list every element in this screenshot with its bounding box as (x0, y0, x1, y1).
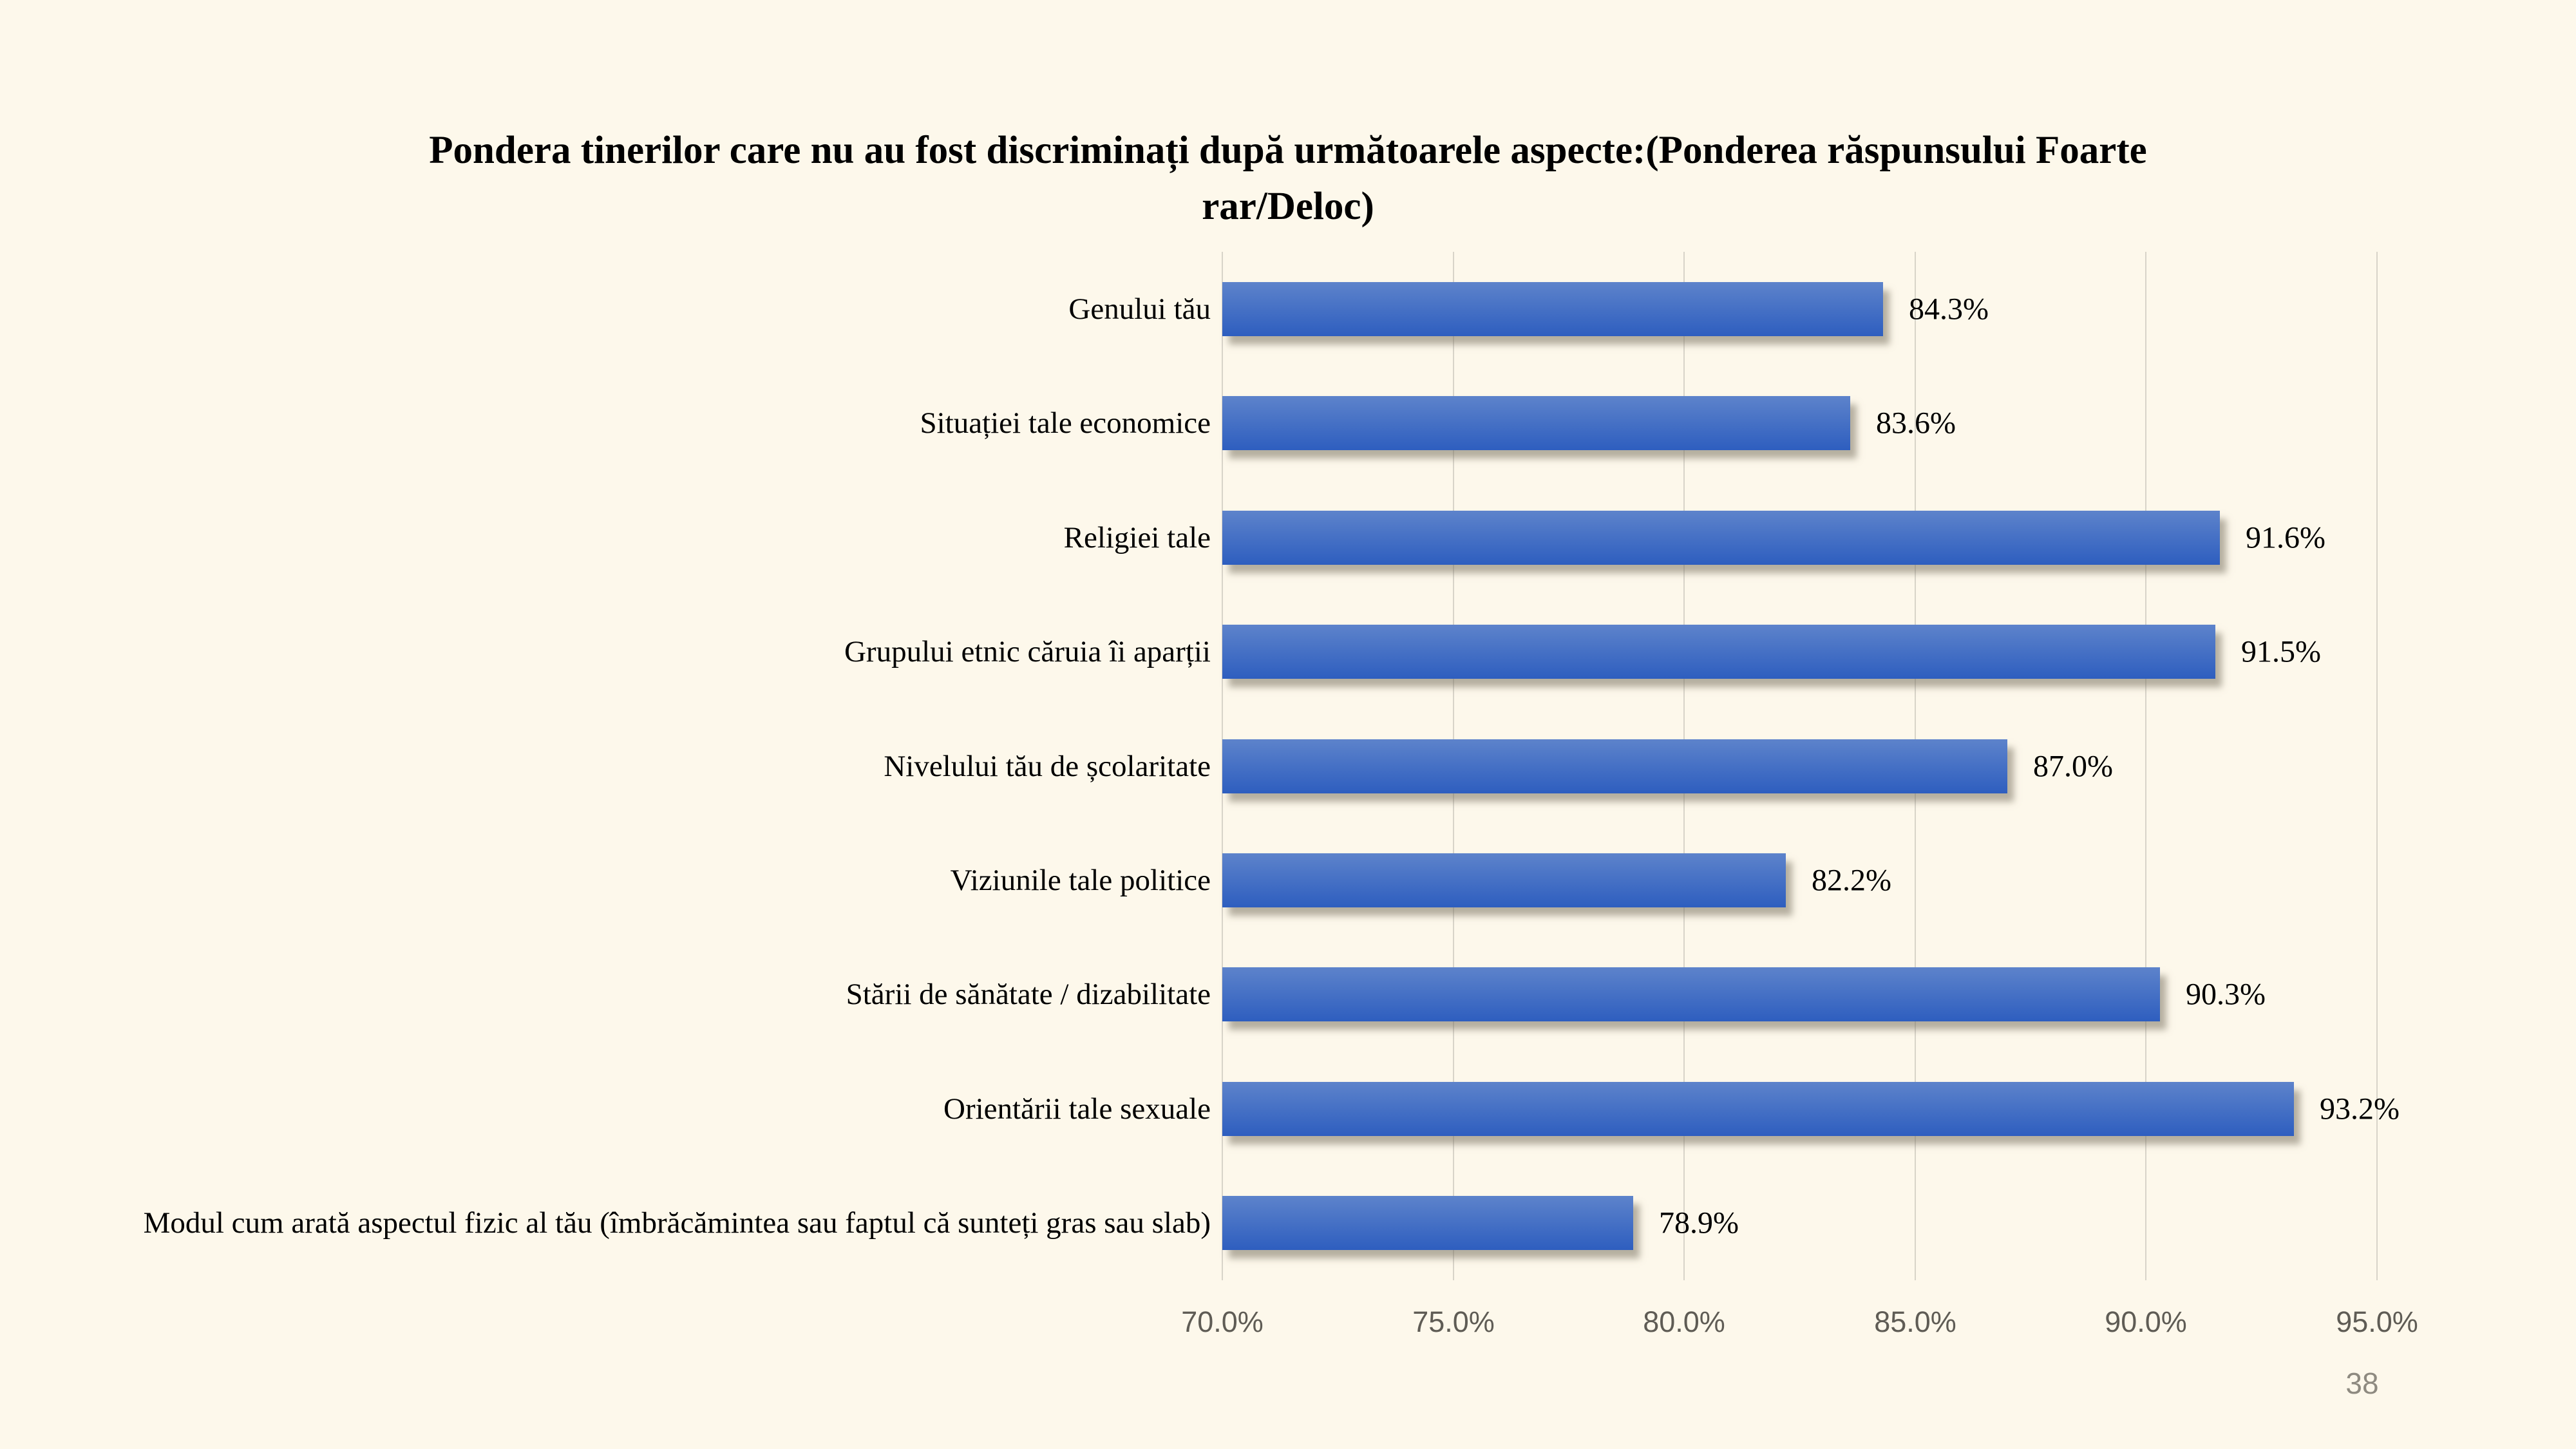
category-label: Situației tale economice (920, 406, 1211, 440)
category-label: Orientării tale sexuale (943, 1092, 1211, 1126)
bar (1222, 967, 2160, 1021)
value-label: 91.5% (2241, 634, 2321, 669)
page-number: 38 (2345, 1367, 2379, 1400)
gridline (2376, 252, 2378, 1280)
value-label: 91.6% (2246, 520, 2325, 555)
x-axis-tick-label: 95.0% (2336, 1305, 2418, 1338)
category-label: Grupului etnic căruia îi aparții (844, 635, 1211, 668)
bar (1222, 625, 2215, 679)
x-axis-tick-label: 75.0% (1412, 1305, 1495, 1338)
category-label: Viziunile tale politice (950, 864, 1211, 897)
value-label: 90.3% (2186, 977, 2266, 1012)
category-label: Nivelului tău de școlaritate (884, 750, 1211, 783)
bar (1222, 1196, 1633, 1250)
gridline (2145, 252, 2146, 1280)
value-label: 87.0% (2033, 749, 2113, 784)
value-label: 78.9% (1659, 1206, 1739, 1240)
value-label: 84.3% (1909, 292, 1989, 327)
bar (1222, 1082, 2294, 1136)
bar (1222, 511, 2220, 565)
bar (1222, 282, 1883, 336)
bar (1222, 739, 2007, 793)
x-axis-tick-label: 90.0% (2105, 1305, 2187, 1338)
bar (1222, 396, 1850, 450)
value-label: 82.2% (1812, 863, 1891, 898)
value-label: 83.6% (1876, 406, 1956, 440)
x-axis-tick-label: 70.0% (1181, 1305, 1264, 1338)
x-axis-tick-label: 80.0% (1643, 1305, 1725, 1338)
chart-title: Pondera tinerilor care nu au fost discri… (429, 129, 2147, 228)
category-label: Stării de sănătate / dizabilitate (846, 978, 1211, 1011)
category-label: Modul cum arată aspectul fizic al tău (î… (143, 1206, 1211, 1240)
bar (1222, 853, 1786, 907)
value-label: 93.2% (2320, 1092, 2400, 1126)
category-label: Religiei tale (1063, 521, 1211, 554)
category-label: Genului tău (1068, 292, 1211, 326)
x-axis-tick-label: 85.0% (1874, 1305, 1956, 1338)
